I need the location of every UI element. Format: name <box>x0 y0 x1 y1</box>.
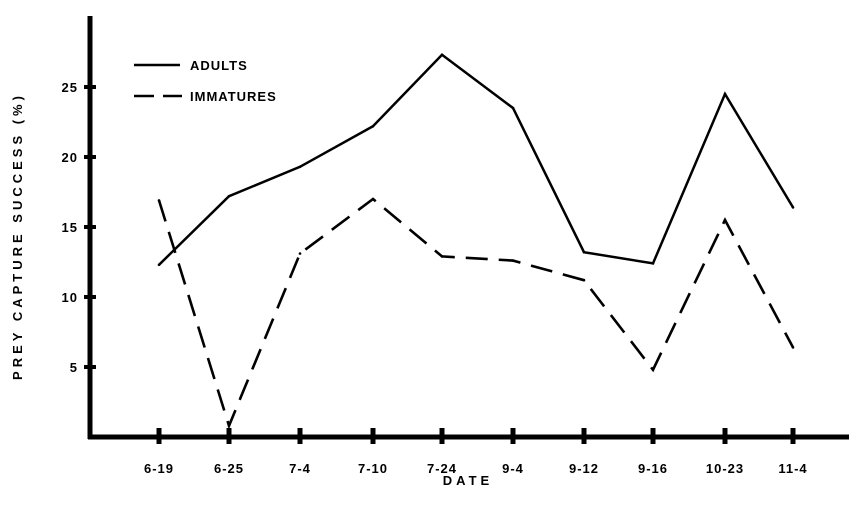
y-ticks: 5 10 15 20 25 <box>62 80 96 375</box>
data-point-immatures <box>723 218 727 222</box>
legend-label-immatures: IMMATURES <box>190 89 277 104</box>
data-point-adults <box>157 263 161 267</box>
data-point-adults <box>582 250 586 254</box>
data-point-adults <box>227 194 231 198</box>
x-tick-label: 6-19 <box>144 461 174 476</box>
data-point-adults <box>651 262 655 265</box>
data-point-immatures <box>440 255 444 258</box>
x-tick-label: 10-23 <box>706 461 744 476</box>
x-tick-label: 11-4 <box>778 461 807 476</box>
data-point-immatures <box>582 278 586 282</box>
x-axis-title: DATE <box>443 473 493 488</box>
data-point-adults <box>723 92 727 96</box>
axes <box>87 16 849 440</box>
y-tick-label: 10 <box>62 290 78 305</box>
data-point-immatures <box>371 197 375 201</box>
data-point-adults <box>371 124 375 128</box>
x-ticks: 6-19 6-25 7-4 7-10 7-24 9-4 9-12 9-16 10-23 11-4 <box>144 428 807 476</box>
data-point-immatures <box>791 346 795 349</box>
data-point-adults <box>440 53 444 57</box>
x-tick-label: 9-4 <box>502 461 524 476</box>
x-tick-label: 9-16 <box>638 461 668 476</box>
data-point-immatures <box>157 199 161 202</box>
data-point-adults <box>791 206 795 209</box>
series-lines <box>157 53 795 430</box>
x-tick-label: 7-24 <box>427 461 457 476</box>
data-point-immatures <box>511 259 515 262</box>
data-point-adults <box>511 106 515 110</box>
data-point-immatures <box>651 368 655 372</box>
x-tick-label: 9-12 <box>569 461 599 476</box>
series-line-immatures <box>157 197 795 430</box>
y-tick-label: 20 <box>62 150 78 165</box>
y-tick-label: 15 <box>62 220 78 235</box>
data-point-adults <box>298 165 302 169</box>
y-tick-label: 5 <box>70 360 78 375</box>
legend: ADULTS IMMATURES <box>134 58 277 104</box>
x-tick-label: 7-10 <box>358 461 388 476</box>
x-tick-label: 6-25 <box>214 461 244 476</box>
series-line-adults <box>158 53 795 266</box>
y-axis-title: PREY CAPTURE SUCCESS (%) <box>10 92 25 380</box>
data-point-immatures <box>298 252 302 255</box>
y-tick-label: 25 <box>62 80 78 95</box>
data-point-immatures <box>227 424 231 428</box>
legend-label-adults: ADULTS <box>190 58 248 73</box>
x-tick-label: 7-4 <box>289 461 311 476</box>
